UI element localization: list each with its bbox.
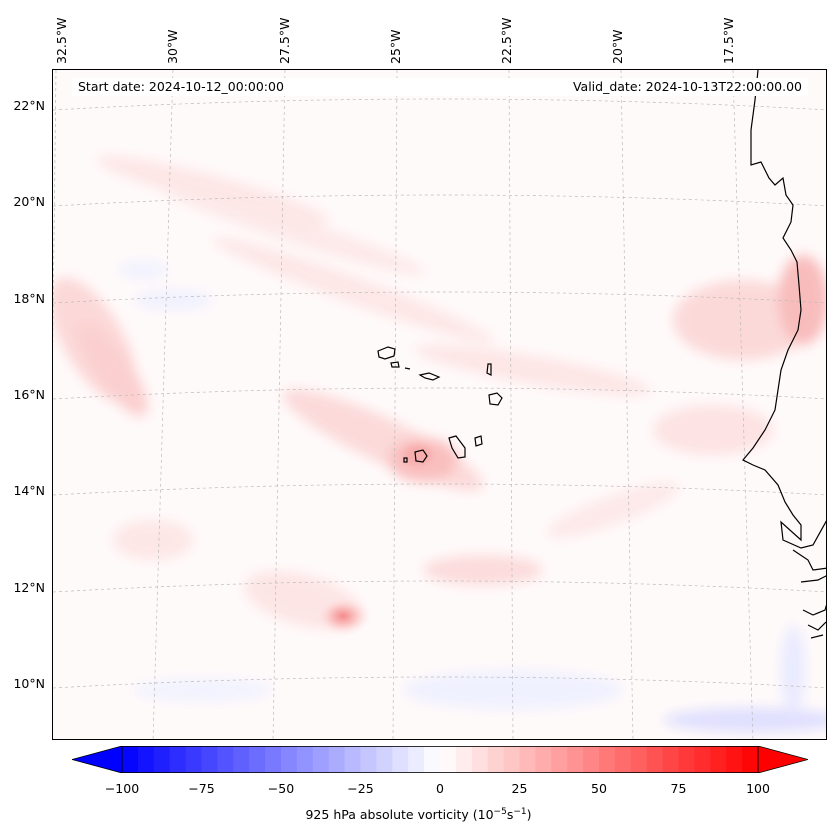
colorbar-step (662, 746, 679, 773)
colorbar-step (424, 746, 441, 773)
colorbar-step (471, 746, 489, 773)
colorbar-step (535, 746, 552, 773)
colorbar-label-mid: s (506, 807, 514, 823)
colorbar-step (742, 746, 759, 773)
colorbar-step (281, 746, 298, 773)
island-sao-nicolau (418, 372, 441, 381)
colorbar-tick-label: 75 (670, 781, 687, 796)
colorbar-tick-label: 100 (746, 781, 770, 796)
colorbar-step (376, 746, 393, 773)
colorbar-tick-label: 25 (511, 781, 528, 796)
colorbar-label-suffix: ) (526, 807, 532, 823)
colorbar-step (137, 746, 155, 773)
gridlines (53, 70, 826, 739)
colorbar (70, 745, 810, 774)
lon-label-25w: 25°W (388, 29, 403, 64)
colorbar-tick-label: −50 (267, 781, 295, 796)
colorbar-step (599, 746, 616, 773)
colorbar-step (487, 746, 505, 773)
colorbar-step (233, 746, 250, 773)
lat-label-22n: 22°N (13, 98, 45, 113)
island-santo-antao (377, 346, 396, 360)
valid-date-label: Valid_date: 2024-10-13T22:00:00.00 (342, 78, 808, 96)
lat-label-14n: 14°N (13, 483, 45, 498)
island-fogo (414, 449, 428, 463)
vortex-feature (315, 596, 371, 636)
colorbar-step (392, 746, 409, 773)
colorbar-label-prefix: 925 hPa absolute vorticity (10 (305, 807, 494, 823)
colorbar-outline (121, 746, 759, 774)
island-santiago (448, 435, 466, 459)
colorbar-label-exp2: −1 (513, 807, 527, 817)
start-date-text: Start date: 2024-10-12_00:00:00 (78, 79, 284, 94)
colorbar-step (185, 746, 202, 773)
island-sal (486, 363, 492, 376)
island-brava (403, 457, 408, 463)
colorbar-label-exp1: −5 (493, 807, 507, 817)
colorbar-step (440, 746, 457, 773)
colorbar-step (726, 746, 743, 773)
colorbar-step (678, 746, 695, 773)
lon-label-27-5w: 27.5°W (277, 17, 292, 64)
vorticity-field (53, 156, 826, 732)
lon-label-17-5w: 17.5°W (721, 17, 736, 64)
lat-label-18n: 18°N (13, 291, 45, 306)
colorbar-step (217, 746, 234, 773)
colorbar-step (296, 746, 314, 773)
lat-label-10n: 10°N (13, 676, 45, 691)
colorbar-tick-label: 0 (436, 781, 444, 796)
colorbar-step (328, 746, 346, 773)
colorbar-tick-label: −100 (104, 781, 140, 796)
island-santa-luzia (404, 367, 411, 370)
lon-label-22-5w: 22.5°W (499, 17, 514, 64)
colorbar-step (249, 746, 266, 773)
colorbar-step (153, 746, 171, 773)
colorbar-step (265, 746, 282, 773)
lon-label-30w: 30°W (165, 29, 180, 64)
colorbar-tick-label: −75 (188, 781, 215, 796)
cape-verde-islands (377, 346, 503, 463)
colorbar-step (614, 746, 632, 773)
colorbar-tick-label: 50 (591, 781, 607, 796)
colorbar-step (455, 746, 473, 773)
island-boa-vista (488, 392, 503, 406)
colorbar-max-arrow (757, 745, 810, 774)
colorbar-step (408, 746, 425, 773)
colorbar-step (344, 746, 361, 773)
colorbar-step (551, 746, 568, 773)
lat-label-20n: 20°N (13, 194, 45, 209)
colorbar-step (694, 746, 711, 773)
lon-label-20w: 20°W (610, 29, 625, 64)
colorbar-step (312, 746, 330, 773)
colorbar-step (122, 746, 139, 773)
map-canvas (53, 70, 826, 739)
colorbar-step (630, 746, 648, 773)
lat-label-12n: 12°N (13, 580, 45, 595)
colorbar-step (583, 746, 600, 773)
colorbar-step (646, 746, 664, 773)
start-date-label: Start date: 2024-10-12_00:00:00 (72, 78, 354, 96)
african-coastline (742, 70, 826, 639)
lat-label-16n: 16°N (13, 387, 45, 402)
valid-date-text: Valid_date: 2024-10-13T22:00:00.00 (572, 79, 802, 94)
colorbar-graphic (70, 745, 810, 774)
colorbar-label: 925 hPa absolute vorticity (10−5s−1) (0, 807, 837, 822)
vorticity-map (52, 69, 827, 740)
colorbar-step (567, 746, 584, 773)
colorbar-step (503, 746, 520, 773)
colorbar-step (710, 746, 727, 773)
colorbar-step (360, 746, 377, 773)
island-maio (474, 435, 483, 447)
colorbar-tick-label: −25 (347, 781, 374, 796)
colorbar-step (169, 746, 187, 773)
colorbar-step (201, 746, 218, 773)
colorbar-min-arrow (70, 745, 123, 774)
lon-label-32-5w: 32.5°W (54, 17, 69, 64)
colorbar-step (519, 746, 536, 773)
island-sao-vicente (390, 361, 400, 368)
